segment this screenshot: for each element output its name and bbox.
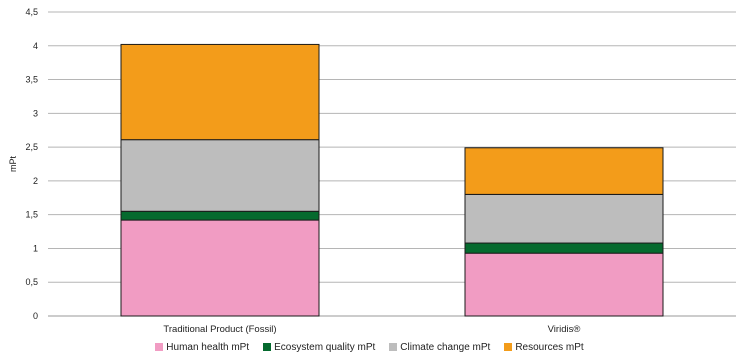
- bar-segment: [464, 242, 664, 254]
- y-axis-label: mPt: [8, 156, 18, 173]
- legend-item: Human health mPt: [155, 342, 249, 353]
- legend-label: Human health mPt: [166, 341, 250, 353]
- legend-item: Ecosystem quality mPt: [263, 342, 375, 353]
- x-tick-label: Viridis®: [548, 324, 581, 335]
- y-tick-label: 2,5: [25, 142, 38, 152]
- y-tick-label: 0: [33, 311, 38, 321]
- legend-swatch: [389, 343, 398, 351]
- legend-swatch: [504, 343, 513, 351]
- x-tick-label: Traditional Product (Fossil): [163, 324, 276, 335]
- bar-segment: [120, 43, 320, 141]
- y-tick-label: 1,5: [25, 210, 38, 220]
- legend-label: Climate change mPt: [400, 341, 491, 353]
- legend-label: Resources mPt: [515, 341, 584, 353]
- legend-label: Ecosystem quality mPt: [274, 341, 376, 353]
- legend-swatch: [263, 343, 272, 351]
- bar-segment: [120, 139, 320, 212]
- y-tick-label: 1: [33, 243, 38, 253]
- bar-segment: [464, 252, 664, 317]
- bar-segment: [120, 210, 320, 221]
- y-tick-label: 4: [33, 41, 38, 51]
- bar-segment: [464, 193, 664, 244]
- legend-item: Resources mPt: [504, 341, 584, 353]
- y-tick-label: 4,5: [25, 7, 38, 17]
- y-tick-label: 2: [33, 176, 38, 186]
- y-tick-label: 0,5: [25, 277, 38, 287]
- legend-swatch: [155, 343, 164, 351]
- legend: Human health mPt Ecosystem quality mPt Cli…: [0, 339, 739, 355]
- y-tick-label: 3: [33, 108, 38, 118]
- bar-segment: [464, 147, 664, 195]
- bar-segment: [120, 219, 320, 317]
- y-tick-label: 3,5: [25, 75, 38, 85]
- legend-item: Climate change mPt: [389, 342, 490, 353]
